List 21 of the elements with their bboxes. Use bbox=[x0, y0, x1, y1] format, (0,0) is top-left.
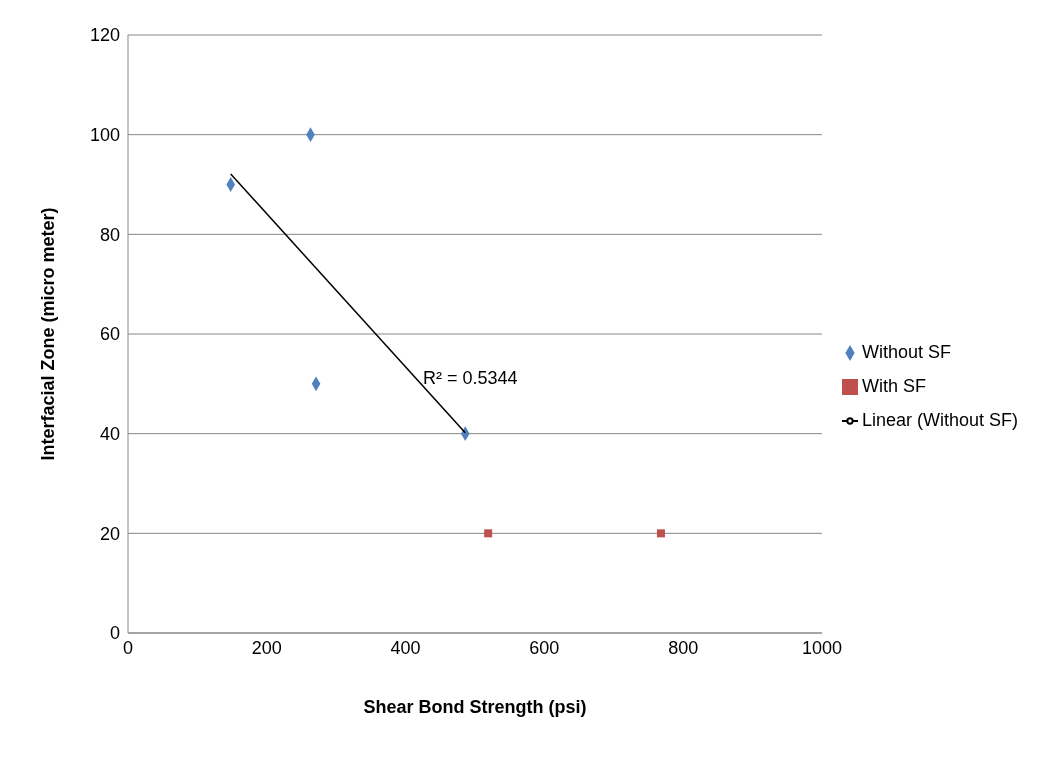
legend-label: Without SF bbox=[861, 341, 951, 362]
point bbox=[484, 529, 493, 538]
y-tick-label: 20 bbox=[99, 523, 120, 544]
y-tick-label: 80 bbox=[99, 224, 120, 245]
y-tick-label: 40 bbox=[99, 424, 120, 445]
legend-label: Linear (Without SF) bbox=[861, 409, 1018, 430]
x-tick-label: 600 bbox=[529, 637, 560, 658]
point bbox=[656, 529, 665, 538]
y-tick-label: 120 bbox=[89, 25, 120, 46]
y-tick-label: 0 bbox=[109, 623, 120, 644]
x-axis-title: Shear Bond Strength (psi) bbox=[363, 697, 587, 717]
x-tick-label: 800 bbox=[668, 637, 699, 658]
y-tick-label: 60 bbox=[99, 324, 120, 345]
x-tick-label: 1000 bbox=[801, 637, 842, 658]
legend-label: With SF bbox=[861, 375, 926, 396]
x-tick-label: 400 bbox=[390, 637, 421, 658]
y-tick-label: 100 bbox=[89, 125, 120, 146]
x-tick-label: 200 bbox=[251, 637, 282, 658]
y-axis-title: Interfacial Zone (micro meter) bbox=[38, 207, 59, 461]
x-tick-label: 0 bbox=[122, 637, 134, 658]
annotation: R² = 0.5344 bbox=[423, 368, 518, 389]
